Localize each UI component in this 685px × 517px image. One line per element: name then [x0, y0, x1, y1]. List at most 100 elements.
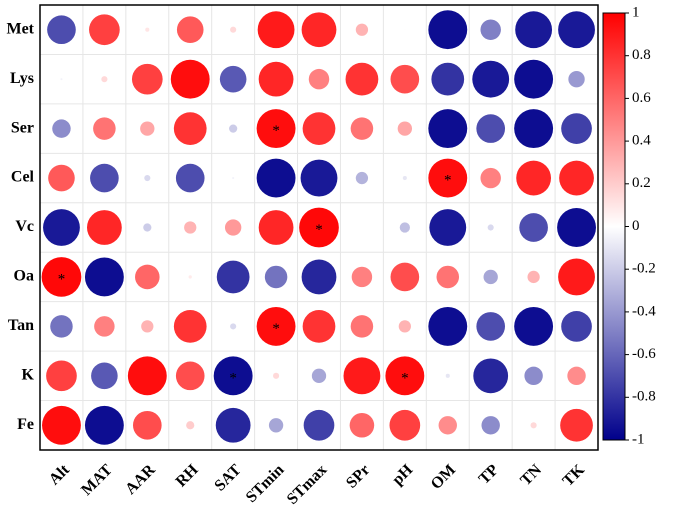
- corr-circle: [483, 269, 498, 285]
- corr-circle: [311, 368, 327, 383]
- significance-mark: *: [315, 222, 323, 238]
- corr-circle: [343, 357, 381, 395]
- corr-circle: [436, 265, 460, 289]
- row-label: Cel: [11, 169, 35, 186]
- corr-circle: [93, 117, 116, 140]
- corr-circle: [514, 109, 554, 149]
- x-tick-label: SPr: [343, 461, 373, 491]
- corr-circle: [355, 23, 369, 36]
- corr-circle: [176, 16, 204, 44]
- corr-circle: [561, 311, 592, 342]
- corr-circle: [257, 11, 295, 49]
- colorbar: [602, 12, 626, 441]
- significance-mark: *: [272, 123, 280, 139]
- corr-circle: [557, 208, 596, 247]
- corr-circle: [258, 61, 294, 97]
- corr-circle: [524, 366, 543, 386]
- corr-circle: [268, 418, 284, 433]
- x-tick-label: TK: [560, 461, 589, 490]
- corr-circle: [48, 164, 75, 192]
- corr-circle: [515, 11, 553, 49]
- corr-circle: [46, 360, 77, 392]
- corr-circle: [516, 160, 552, 196]
- corr-circle: [219, 65, 247, 93]
- corr-circle: [215, 407, 251, 443]
- corr-circle: [60, 78, 63, 81]
- corr-circle: [445, 373, 450, 378]
- corr-circle: [173, 112, 207, 145]
- corr-circle: [264, 265, 288, 289]
- corr-circle: [514, 59, 554, 99]
- corr-circle: [472, 60, 510, 98]
- corr-circle: [94, 316, 115, 337]
- corr-circle: [258, 210, 294, 245]
- corr-circle: [256, 109, 296, 149]
- row-label: Ser: [11, 119, 34, 136]
- corr-circle: [473, 358, 509, 394]
- corr-circle: [273, 372, 280, 379]
- corr-circle: [90, 163, 119, 193]
- corr-circle: [101, 76, 108, 83]
- colorbar-tick-label: 0.8: [632, 47, 651, 63]
- corr-circle: [173, 310, 207, 343]
- corr-circle: [402, 176, 407, 181]
- corr-circle: [52, 119, 71, 138]
- corr-circle: [145, 27, 150, 32]
- corr-circle: [560, 408, 593, 442]
- corr-circle: [300, 159, 338, 197]
- corr-circle: [428, 306, 468, 346]
- corr-circle: [476, 312, 506, 341]
- corr-circle: [438, 416, 457, 435]
- corr-circle: [351, 266, 373, 288]
- corr-circle: [256, 158, 296, 198]
- corr-circle: [480, 167, 501, 189]
- corr-circle: [84, 257, 124, 297]
- corr-circle: [140, 121, 155, 136]
- significance-mark: *: [401, 370, 409, 386]
- x-tick-label: STmax: [284, 461, 331, 508]
- corr-circle: [50, 315, 73, 338]
- corr-circle: [480, 19, 501, 40]
- corr-circle: [86, 210, 122, 245]
- x-tick-label: AAR: [122, 461, 159, 498]
- corr-circle: [301, 12, 337, 48]
- corr-circle: [224, 219, 242, 236]
- corr-circle: [186, 421, 195, 430]
- colorbar-tick-label: -0.4: [632, 303, 656, 319]
- corr-circle: [302, 310, 336, 343]
- x-tick-label: Alt: [46, 461, 74, 489]
- corr-circle: [89, 14, 120, 46]
- corr-circle: [41, 257, 82, 297]
- row-label: Vc: [15, 218, 34, 235]
- corr-circle: [487, 224, 494, 231]
- colorbar-tick-label: 1: [632, 4, 640, 20]
- corr-circle: [91, 362, 118, 390]
- corr-circle: [558, 258, 595, 296]
- corr-circle: [131, 63, 163, 95]
- corr-circle: [530, 422, 537, 429]
- significance-mark: *: [444, 172, 452, 188]
- row-label: Oa: [14, 268, 34, 285]
- corr-circle: [429, 209, 467, 246]
- corr-circle: [519, 213, 548, 242]
- corr-circle: [188, 275, 192, 279]
- row-label: Fe: [17, 416, 34, 433]
- colorbar-tick-label: -0.2: [632, 261, 656, 277]
- corr-circle: [389, 409, 421, 441]
- corr-circle: [350, 315, 374, 338]
- corr-circle: [256, 306, 296, 346]
- corr-circle: [476, 114, 506, 143]
- corr-circle: [170, 59, 210, 99]
- significance-mark: *: [229, 370, 237, 386]
- corr-circle: [355, 171, 369, 185]
- corr-circle: [398, 320, 411, 333]
- corr-circle: [350, 117, 374, 140]
- corr-circle: [397, 121, 413, 136]
- row-label: K: [22, 367, 35, 384]
- x-tick-label: RH: [173, 461, 202, 490]
- corr-circle: [230, 323, 237, 330]
- colorbar-tick-label: 0.6: [632, 90, 651, 106]
- x-tick-label: STmin: [243, 461, 288, 506]
- x-tick-label: MAT: [78, 461, 116, 499]
